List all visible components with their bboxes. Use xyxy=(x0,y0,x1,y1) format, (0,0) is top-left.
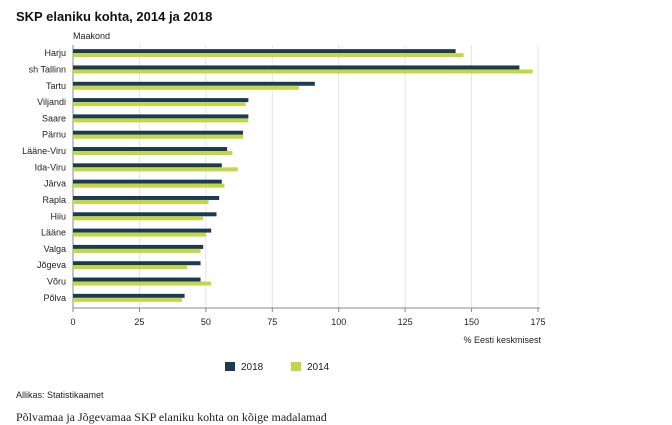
y-axis-caption: Maakond xyxy=(73,31,111,41)
chart-title: SKP elaniku kohta, 2014 ja 2018 xyxy=(16,9,213,24)
x-tick-label: 75 xyxy=(267,317,277,327)
category-label: Hiiu xyxy=(50,211,66,221)
bar-2014 xyxy=(73,134,244,139)
bar-2014 xyxy=(73,53,464,58)
bar-2014 xyxy=(73,69,533,74)
category-label: Võru xyxy=(47,277,66,287)
category-label: Ida-Viru xyxy=(35,162,66,172)
bar-2018 xyxy=(73,244,204,249)
bar-2014 xyxy=(73,297,182,302)
bar-2014 xyxy=(73,151,233,156)
bar-2018 xyxy=(73,98,249,103)
legend-label: 2018 xyxy=(241,362,264,373)
bar-2014 xyxy=(73,167,238,172)
bar-2014 xyxy=(73,118,249,123)
x-tick-label: 25 xyxy=(134,317,144,327)
bar-2018 xyxy=(73,81,315,86)
x-axis-label: % Eesti keskmisest xyxy=(463,335,541,345)
bar-2018 xyxy=(73,212,217,217)
bar-2014 xyxy=(73,102,246,107)
bar-2018 xyxy=(73,130,244,135)
legend-label: 2014 xyxy=(307,362,330,373)
bar-2018 xyxy=(73,195,220,200)
bar-2018 xyxy=(73,49,456,54)
bar-2018 xyxy=(73,114,249,119)
category-label: Põlva xyxy=(43,293,66,303)
category-label: Viljandi xyxy=(37,97,66,107)
category-label: Jõgeva xyxy=(37,260,66,270)
bar-2018 xyxy=(73,163,222,168)
category-label: Tartu xyxy=(46,81,66,91)
bar-2018 xyxy=(73,65,520,70)
x-tick-label: 125 xyxy=(398,317,413,327)
category-label: Rapla xyxy=(42,195,66,205)
category-label: Järva xyxy=(44,179,66,189)
bar-2014 xyxy=(73,232,206,237)
source-note: Allikas: Statistikaamet xyxy=(16,390,104,400)
bar-2014 xyxy=(73,85,299,90)
bar-2014 xyxy=(73,199,209,204)
category-label: Harju xyxy=(44,48,66,58)
category-label: Saare xyxy=(42,113,66,123)
bar-2014 xyxy=(73,281,212,286)
bar-2014 xyxy=(73,183,225,188)
x-tick-label: 175 xyxy=(530,317,545,327)
bar-2018 xyxy=(73,277,201,282)
bar-2014 xyxy=(73,216,204,221)
bar-2018 xyxy=(73,147,228,152)
legend-swatch xyxy=(291,362,301,371)
x-tick-label: 100 xyxy=(331,317,346,327)
bar-2018 xyxy=(73,179,222,184)
bar-2018 xyxy=(73,293,185,298)
article-text-cutoff: Põlvamaa ja Jõgevamaa SKP elaniku kohta … xyxy=(16,410,327,424)
bar-2014 xyxy=(73,248,201,253)
category-label: Valga xyxy=(44,244,66,254)
bar-2018 xyxy=(73,261,201,266)
category-label: Lääne-Viru xyxy=(22,146,66,156)
category-label: Pärnu xyxy=(42,130,66,140)
legend-swatch xyxy=(225,362,235,371)
x-tick-label: 0 xyxy=(70,317,75,327)
bar-2014 xyxy=(73,265,188,270)
category-label: sh Tallinn xyxy=(29,64,66,74)
bar-2018 xyxy=(73,228,212,233)
category-label: Lääne xyxy=(41,228,66,238)
x-tick-label: 150 xyxy=(464,317,479,327)
x-tick-label: 50 xyxy=(201,317,211,327)
